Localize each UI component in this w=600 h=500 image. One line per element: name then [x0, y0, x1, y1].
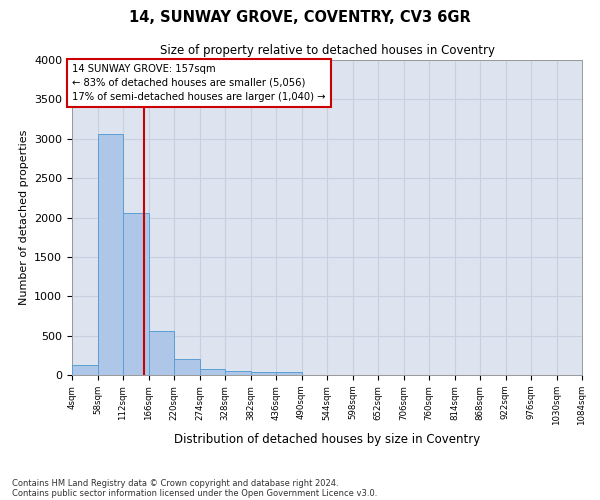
X-axis label: Distribution of detached houses by size in Coventry: Distribution of detached houses by size … [174, 434, 480, 446]
Bar [174, 359, 199, 375]
Bar [200, 369, 225, 375]
Y-axis label: Number of detached properties: Number of detached properties [19, 130, 29, 305]
Text: 14 SUNWAY GROVE: 157sqm
← 83% of detached houses are smaller (5,056)
17% of semi: 14 SUNWAY GROVE: 157sqm ← 83% of detache… [73, 64, 326, 102]
Text: Contains HM Land Registry data © Crown copyright and database right 2024.: Contains HM Land Registry data © Crown c… [12, 478, 338, 488]
Bar [97, 134, 123, 375]
Bar [251, 372, 276, 375]
Text: Contains public sector information licensed under the Open Government Licence v3: Contains public sector information licen… [12, 488, 377, 498]
Bar [276, 372, 302, 375]
Text: 14, SUNWAY GROVE, COVENTRY, CV3 6GR: 14, SUNWAY GROVE, COVENTRY, CV3 6GR [129, 10, 471, 25]
Bar [225, 370, 251, 375]
Title: Size of property relative to detached houses in Coventry: Size of property relative to detached ho… [160, 44, 494, 58]
Bar [149, 331, 174, 375]
Bar [72, 365, 97, 375]
Bar [123, 213, 149, 375]
